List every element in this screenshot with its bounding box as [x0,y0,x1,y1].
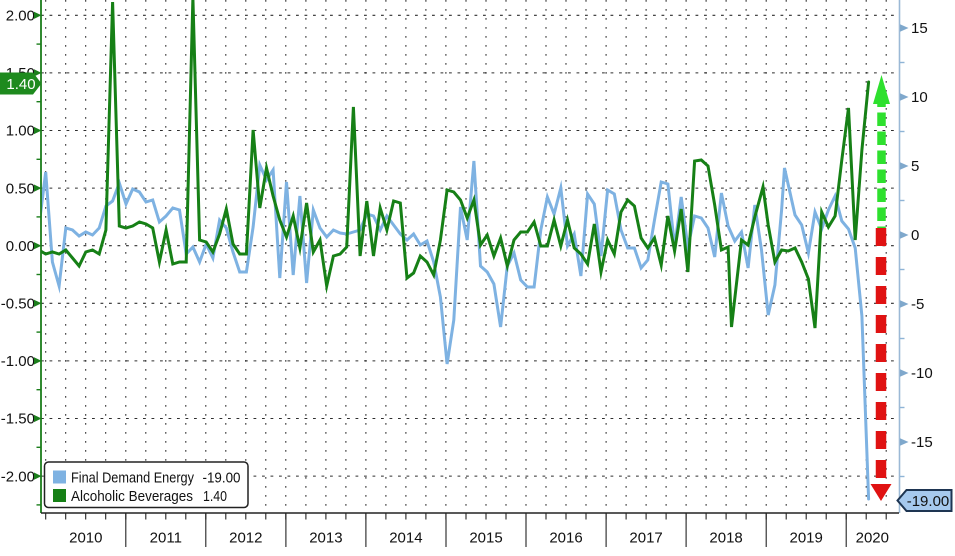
svg-text:1.40: 1.40 [6,76,35,93]
svg-text:2014: 2014 [389,530,422,547]
svg-text:10: 10 [911,89,928,106]
svg-text:-2.00: -2.00 [1,468,35,485]
svg-text:1.00: 1.00 [6,123,35,140]
svg-text:-1.00: -1.00 [1,353,35,370]
svg-text:2.00: 2.00 [6,8,35,25]
svg-text:0: 0 [911,227,919,244]
svg-text:2011: 2011 [150,530,182,547]
svg-text:-10: -10 [911,365,933,382]
svg-text:-0.50: -0.50 [1,296,35,313]
svg-text:2017: 2017 [629,530,662,547]
svg-text:2019: 2019 [790,530,823,547]
svg-text:0.50: 0.50 [6,180,35,197]
svg-text:-19.00: -19.00 [203,470,241,487]
svg-text:-15: -15 [911,434,933,451]
svg-text:-19.00: -19.00 [907,493,950,510]
svg-text:0.00: 0.00 [6,238,35,255]
svg-text:Alcoholic Beverages: Alcoholic Beverages [71,488,193,505]
svg-text:2010: 2010 [69,530,102,547]
svg-text:1.40: 1.40 [203,488,227,505]
svg-text:2013: 2013 [309,530,342,547]
svg-text:-1.50: -1.50 [1,411,35,428]
svg-text:2016: 2016 [549,530,582,547]
svg-text:-5: -5 [911,296,924,313]
svg-text:2018: 2018 [709,530,742,547]
svg-text:Final Demand Energy: Final Demand Energy [71,470,194,487]
svg-text:2020: 2020 [856,530,889,547]
svg-text:5: 5 [911,158,919,175]
svg-text:2012: 2012 [229,530,262,547]
svg-text:2015: 2015 [469,530,502,547]
svg-text:15: 15 [911,20,928,37]
